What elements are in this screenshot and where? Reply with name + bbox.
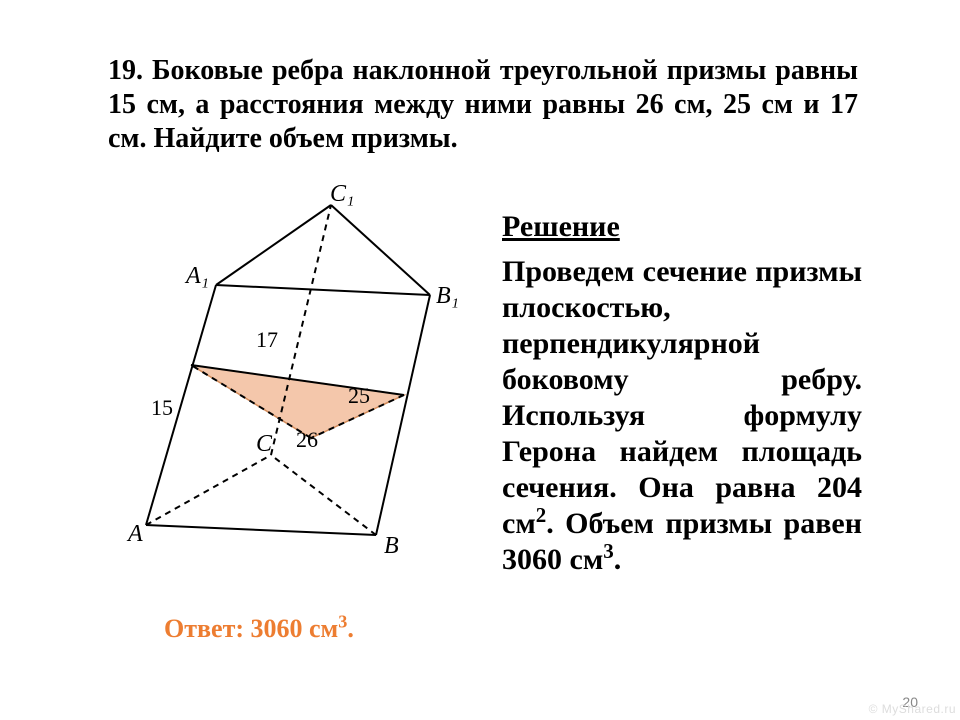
prism-figure: A B C A₁ B₁ C₁ 15 17 25 26 <box>116 185 476 585</box>
watermark: © MyShared.ru <box>869 702 956 716</box>
svg-text:17: 17 <box>256 327 278 352</box>
svg-text:A: A <box>126 521 143 547</box>
solution-title: Решение <box>502 210 620 244</box>
problem-text: 19. Боковые ребра наклонной треугольной … <box>108 54 858 156</box>
svg-text:B: B <box>384 533 399 559</box>
svg-text:B₁: B₁ <box>436 283 459 309</box>
solution-body: Проведем сечение призмы плоскостью, перп… <box>502 254 862 578</box>
answer-text: Ответ: 3060 см3. <box>164 614 354 644</box>
svg-text:15: 15 <box>151 395 173 420</box>
svg-text:25: 25 <box>348 383 370 408</box>
svg-text:A₁: A₁ <box>184 263 209 289</box>
svg-text:C: C <box>256 431 273 457</box>
svg-text:26: 26 <box>296 427 318 452</box>
svg-text:C₁: C₁ <box>330 185 354 207</box>
